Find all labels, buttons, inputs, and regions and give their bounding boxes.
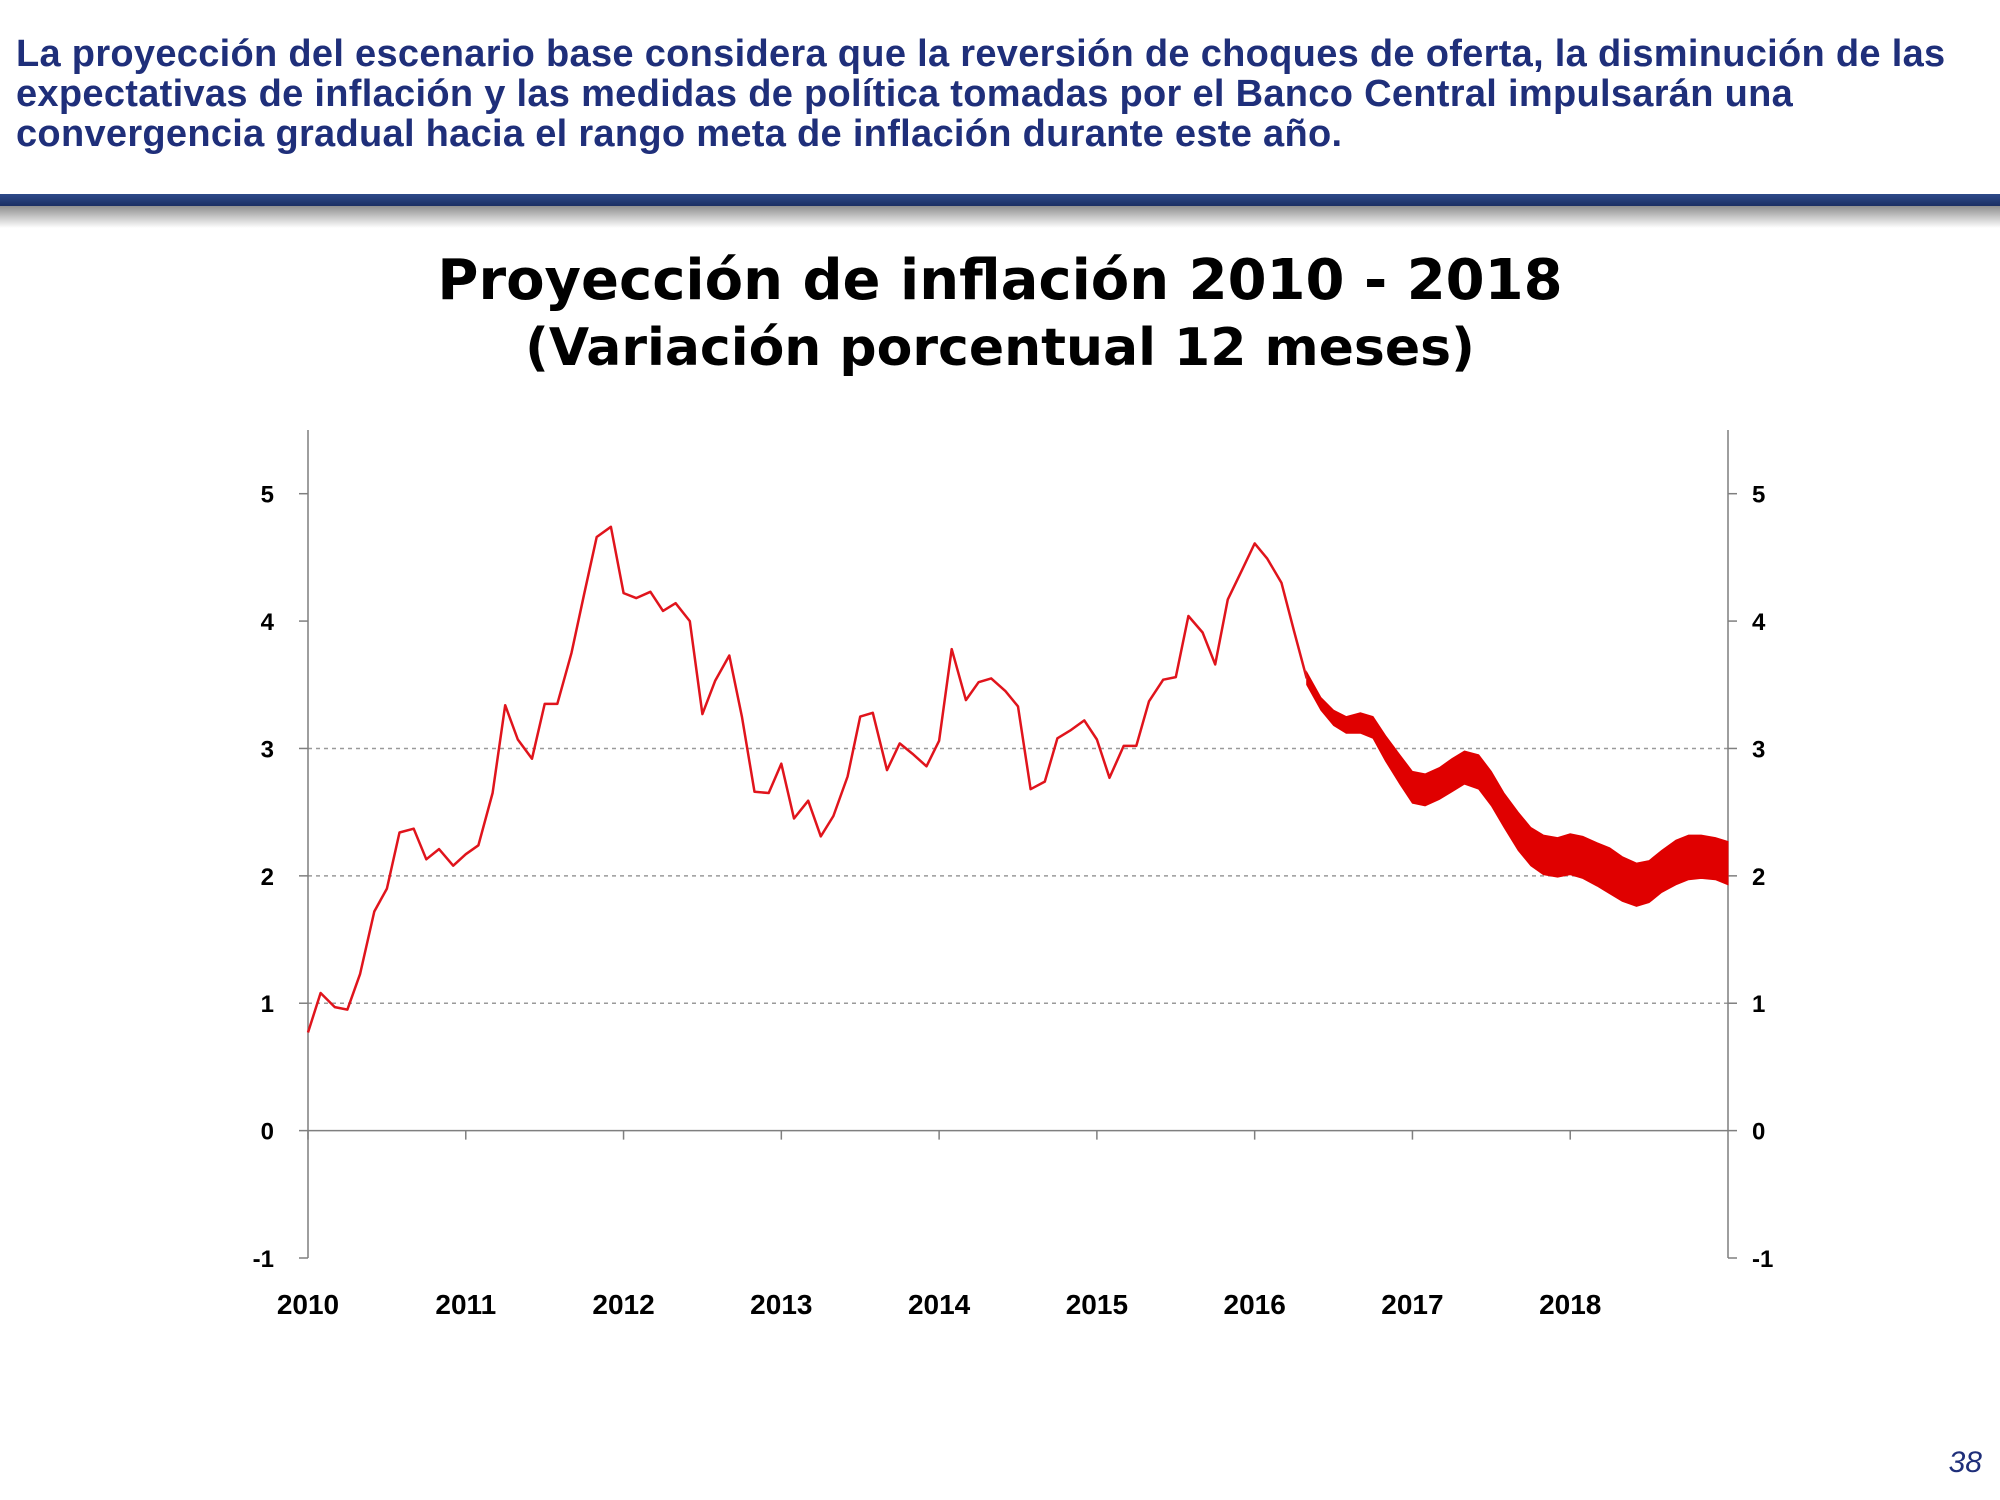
x-tick-label: 2012 [592,1289,654,1320]
y-tick-label-left: -1 [253,1246,274,1273]
chart-title: Proyección de inflación 2010 - 2018 [437,248,1563,313]
x-tick-label: 2011 [435,1289,496,1320]
y-tick-label-left: 1 [261,991,274,1018]
x-tick-label: 2010 [277,1289,339,1320]
x-tick-label: 2018 [1539,1289,1601,1320]
y-tick-label-right: -1 [1752,1246,1773,1273]
x-tick-label: 2013 [750,1289,812,1320]
y-tick-label-right: 3 [1752,736,1765,763]
y-tick-label-right: 0 [1752,1119,1765,1146]
y-tick-label-left: 4 [261,609,275,636]
y-tick-label-left: 2 [261,864,274,891]
y-tick-label-right: 5 [1752,482,1765,509]
y-tick-label-left: 5 [261,482,274,509]
y-tick-label-right: 1 [1752,991,1765,1018]
x-tick-label: 2017 [1381,1289,1443,1320]
projection-band [1306,670,1729,907]
header-divider-bar [0,194,2000,206]
header-text: La proyección del escenario base conside… [16,33,1946,155]
y-tick-label-right: 2 [1752,864,1765,891]
header-divider-shadow [0,206,2000,228]
chart-subtitle: (Variación porcentual 12 meses) [525,318,1475,378]
y-tick-label-left: 3 [261,736,274,763]
inflation-observed-line [306,525,1308,1033]
x-tick-label: 2016 [1224,1289,1286,1320]
y-tick-label-left: 0 [261,1119,274,1146]
page-number: 38 [1948,1446,1982,1479]
y-tick-label-right: 4 [1752,609,1766,636]
x-tick-label: 2015 [1066,1289,1128,1320]
x-tick-label: 2014 [908,1289,971,1320]
